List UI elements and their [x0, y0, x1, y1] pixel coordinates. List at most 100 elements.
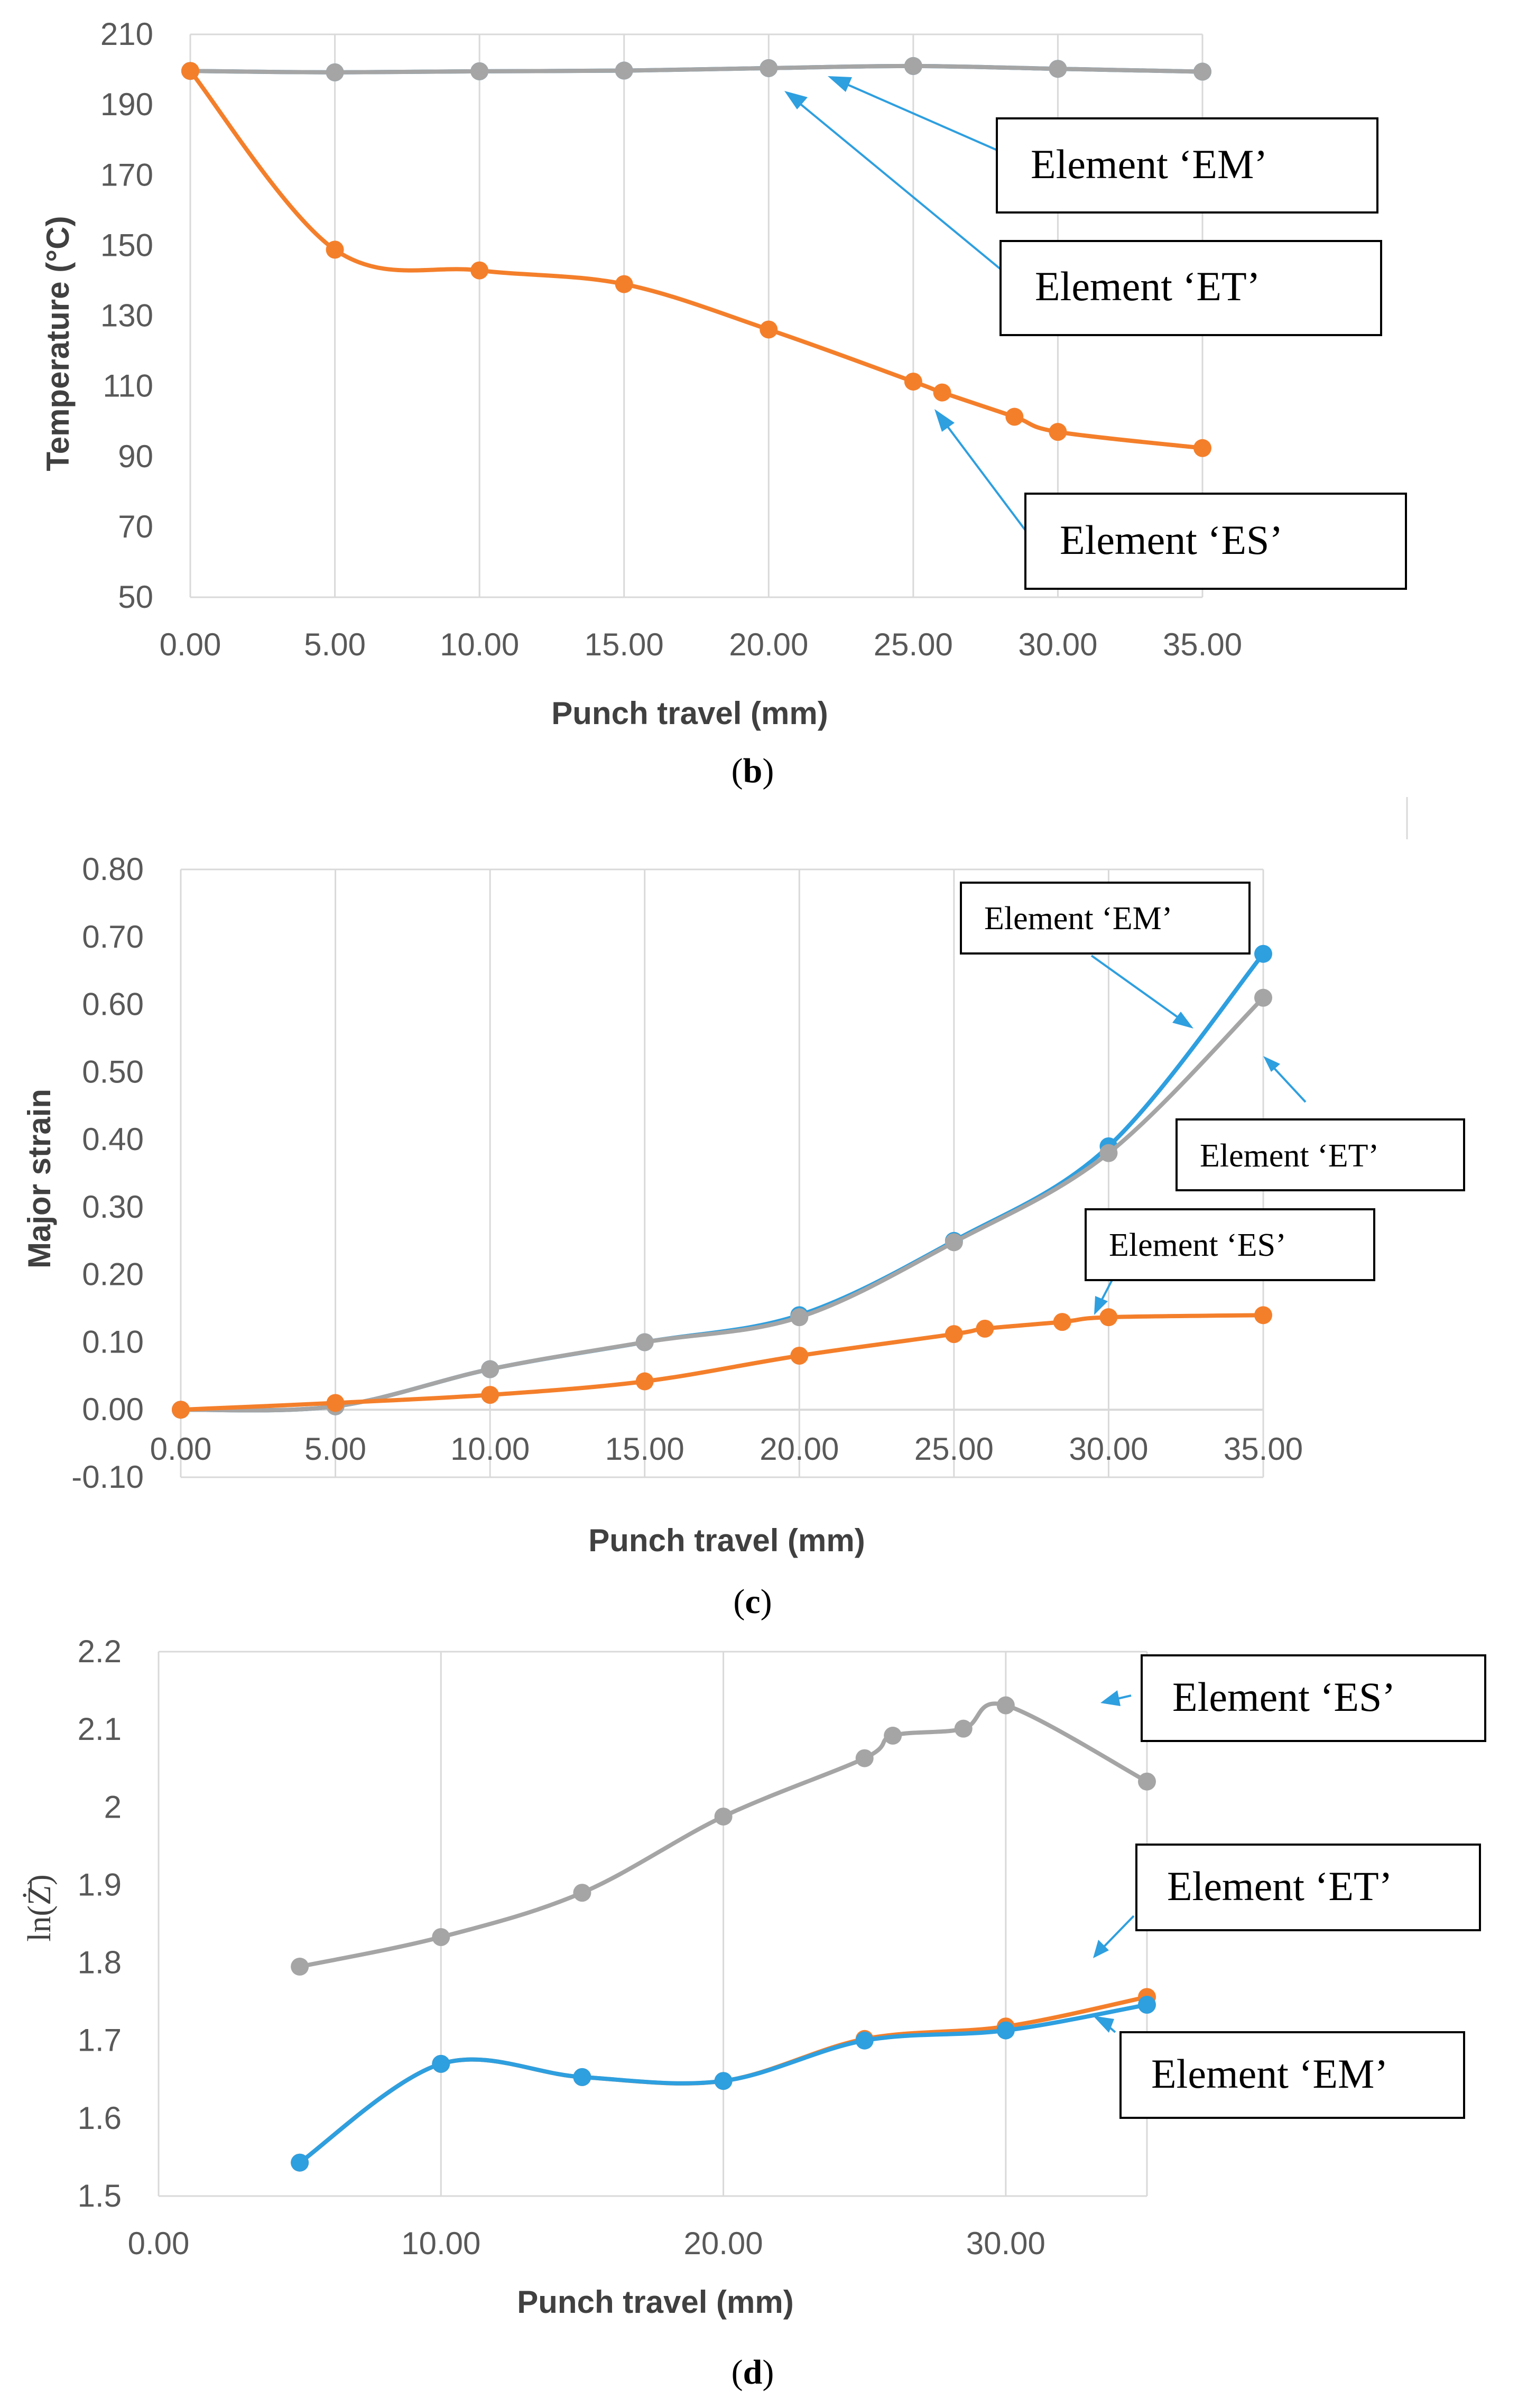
panel-d-annotation-et-label: Element ‘ET’: [1167, 1863, 1393, 1909]
panel-b-y-tick-label-7: 190: [100, 87, 153, 122]
panel-c-point-element-es-3: [635, 1372, 654, 1391]
panel-c-x-tick-label-6: 30.00: [1069, 1431, 1148, 1467]
panel-b-y-tick-label-0: 50: [118, 579, 153, 615]
panel-b-annotation-es: Element ‘ES’: [934, 409, 1407, 590]
panel-b-x-tick-label-1: 5.00: [304, 627, 366, 662]
panel-c-point-element-es-2: [481, 1386, 499, 1404]
panel-b-point-element-es-4: [760, 320, 778, 339]
panel-c-y-tick-label-6: 0.50: [82, 1054, 144, 1089]
panel-c-annotation-et: Element ‘ET’: [1175, 1056, 1465, 1191]
panel-c-y-tick-label-0: -0.10: [71, 1459, 144, 1495]
panel-b-caption: (b): [732, 752, 774, 790]
panel-b-axes: 0.00 5.00 10.00 15.00 20.00 25.00 30.00 35.00 50…: [100, 16, 1242, 662]
panel-b-annotation-et: Element ‘ET’: [784, 91, 1382, 336]
panel-c-point-element-es-1: [326, 1394, 345, 1412]
panel-d-x-tick-label-2: 20.00: [683, 2226, 763, 2261]
panel-b-point-element-et-7: [1193, 62, 1211, 81]
panel-d-point-element-em-5: [996, 2021, 1015, 2040]
panel-d-annotation-es-arrowhead: [1100, 1690, 1121, 1706]
panel-b-point-element-et-5: [904, 57, 922, 75]
panel-b-x-tick-label-6: 30.00: [1018, 627, 1097, 662]
panel-b-y-tick-label-4: 130: [100, 298, 153, 334]
panel-b-annotation-es-arrowhead: [934, 409, 955, 432]
panel-b-x-tick-label-0: 0.00: [160, 627, 221, 662]
panel-b-temperature-chart: 0.00 5.00 10.00 15.00 20.00 25.00 30.00 35.00 50…: [40, 16, 1407, 790]
panel-b-annotation-et-arrow-line: [792, 97, 1005, 273]
panel-b-point-element-es-9: [1193, 439, 1211, 457]
panel-b-point-element-es-6: [933, 383, 951, 402]
panel-d-point-element-es-3: [714, 1807, 733, 1826]
panel-d-y-tick-label-4: 1.9: [78, 1867, 122, 1902]
panel-d-point-element-em-2: [573, 2068, 591, 2086]
panel-c-point-element-es-0: [172, 1401, 190, 1419]
panel-d-y-tick-label-6: 2.1: [78, 1711, 122, 1747]
panel-d-y-tick-label-2: 1.7: [78, 2023, 122, 2058]
panel-b-annotation-et-label: Element ‘ET’: [1035, 263, 1261, 309]
panel-b-x-axis-title: Punch travel (mm): [551, 696, 828, 731]
panel-d-y-tick-label-1: 1.6: [78, 2100, 122, 2136]
panel-b-point-element-et-4: [760, 59, 778, 77]
panel-c-point-element-et-3: [635, 1333, 654, 1351]
panel-b-x-tick-label-5: 25.00: [874, 627, 953, 662]
panel-d-y-tick-label-0: 1.5: [78, 2178, 122, 2213]
panel-c-point-element-es-7: [1053, 1313, 1071, 1331]
panel-b-x-tick-label-2: 10.00: [440, 627, 519, 662]
panel-b-annotation-et-box: [999, 240, 1382, 336]
panel-c-y-tick-label-9: 0.80: [82, 851, 144, 887]
panel-c-annotation-es-arrowhead: [1094, 1296, 1108, 1315]
panel-c-point-element-et-2: [481, 1360, 499, 1378]
panel-d-annotation-em-arrowhead: [1093, 2016, 1114, 2033]
panel-b-x-tick-label-7: 35.00: [1163, 627, 1242, 662]
panel-d-caption-letter: d: [743, 2353, 763, 2392]
panel-c-point-element-es-4: [790, 1347, 809, 1365]
panel-d-annotation-es-box: [1141, 1654, 1486, 1742]
panel-d-annotation-es: Element ‘ES’: [1100, 1654, 1486, 1742]
panel-d-caption: (d): [732, 2353, 774, 2392]
panel-b-point-element-et-3: [615, 61, 633, 80]
panel-c-y-tick-label-1: 0.00: [82, 1392, 144, 1427]
panel-b-point-element-es-0: [181, 62, 199, 80]
panel-c-x-tick-label-2: 10.00: [450, 1431, 530, 1467]
panel-b-annotation-em-box: [996, 117, 1378, 214]
panel-b-point-element-es-2: [470, 261, 489, 280]
panel-d-annotation-em: Element ‘EM’: [1093, 2016, 1465, 2119]
panel-d-point-element-es-6: [954, 1719, 973, 1738]
panel-b-x-tick-label-4: 20.00: [729, 627, 808, 662]
panel-b-annotation-et-arrowhead: [784, 91, 808, 109]
panel-c-annotation-et-label: Element ‘ET’: [1200, 1138, 1379, 1174]
panel-d-point-element-em-6: [1138, 1996, 1156, 2014]
panel-d-point-element-em-4: [855, 2031, 874, 2050]
panel-c-point-element-es-9: [1254, 1306, 1272, 1325]
panel-b-annotation-es-label: Element ‘ES’: [1060, 517, 1283, 563]
panel-d-x-tick-label-3: 30.00: [966, 2226, 1045, 2261]
panel-b-annotation-es-arrow-line: [940, 416, 1029, 535]
panel-d-point-element-em-0: [291, 2153, 309, 2172]
panel-d-point-element-em-1: [432, 2054, 450, 2073]
panel-b-point-element-es-1: [326, 240, 344, 259]
panel-c-y-axis-title: Major strain: [22, 1089, 57, 1268]
panel-b-x-tick-label-3: 15.00: [585, 627, 664, 662]
panel-c-x-tick-label-1: 5.00: [304, 1431, 366, 1467]
panel-c-annotation-es: Element ‘ES’: [1085, 1208, 1375, 1315]
panel-c-x-tick-label-4: 20.00: [760, 1431, 839, 1467]
panel-c-gridlines: [180, 868, 1264, 1478]
panel-d-y-tick-label-3: 1.8: [78, 1945, 122, 1980]
panel-b-annotation-em-arrowhead: [828, 76, 852, 92]
panel-d-annotation-em-box: [1119, 2031, 1465, 2119]
panel-c-point-element-et-4: [790, 1308, 809, 1327]
panel-b-point-element-et-1: [326, 63, 344, 81]
panel-d-series: [291, 1696, 1156, 2172]
panel-c-annotation-em-box: [960, 882, 1251, 955]
panel-c-caption-letter: c: [745, 1582, 760, 1621]
panel-d-axes: 0.00 10.00 20.00 30.00 1.5 1.6 1.7 1.8 1.9 2 2.1 2.…: [78, 1634, 1045, 2261]
panel-c-point-element-es-8: [1099, 1308, 1118, 1327]
panel-d-annotation-et-arrow-line: [1099, 1915, 1135, 1951]
panel-c-annotation-em-label: Element ‘EM’: [984, 901, 1172, 937]
panel-d-annotation-et: Element ‘ET’: [1093, 1844, 1481, 1958]
panel-c-point-element-et-6: [1099, 1144, 1118, 1162]
panel-d-y-tick-label-7: 2.2: [78, 1634, 122, 1669]
panel-c-x-tick-label-3: 15.00: [605, 1431, 684, 1467]
panel-d-ln-z-chart: 0.00 10.00 20.00 30.00 1.5 1.6 1.7 1.8 1.9 2 2.1 2.…: [22, 1634, 1486, 2392]
panel-d-y-tick-label-5: 2: [104, 1789, 122, 1824]
panel-b-series: [181, 57, 1211, 457]
